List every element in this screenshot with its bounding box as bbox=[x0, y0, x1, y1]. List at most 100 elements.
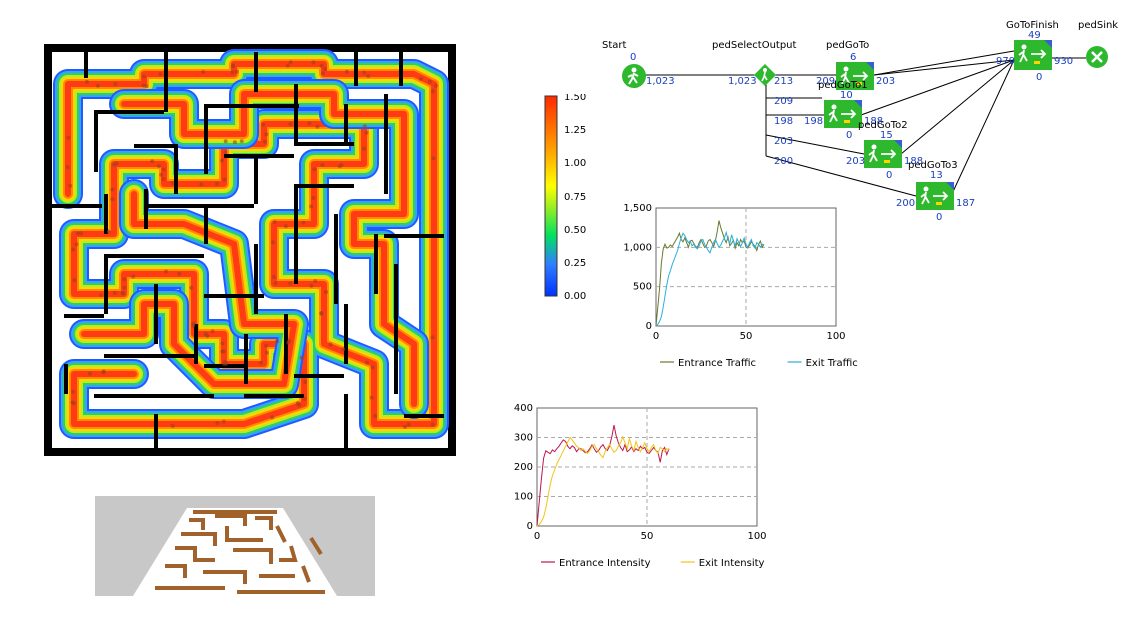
pedestrian-dot bbox=[320, 71, 325, 76]
pedestrian-dot bbox=[264, 350, 269, 355]
pedestrian-dot bbox=[365, 360, 369, 365]
pedestrian-dot bbox=[323, 67, 328, 71]
pedestrian-dot bbox=[295, 401, 300, 406]
series-line-1 bbox=[655, 230, 765, 327]
pedestrian-dot bbox=[362, 146, 366, 151]
y-tick-label: 300 bbox=[514, 433, 533, 444]
x-tick-label: 50 bbox=[740, 331, 753, 342]
series-line-0 bbox=[655, 220, 765, 327]
colorbar-tick-label: 1.00 bbox=[564, 158, 586, 169]
pedestrian-dot bbox=[362, 124, 367, 129]
pedestrian-dot bbox=[319, 311, 324, 316]
colorbar: 1.50 1.25 1.00 0.75 0.50 0.25 0.00 bbox=[544, 92, 604, 302]
pedestrian-dot bbox=[223, 139, 228, 144]
colorbar-tick-label: 0.50 bbox=[564, 225, 586, 236]
maze-3d-view[interactable] bbox=[95, 496, 375, 596]
pedestrian-dot bbox=[285, 63, 290, 68]
block-label-sink: pedSink bbox=[1078, 20, 1119, 31]
goto3-block[interactable] bbox=[916, 182, 954, 210]
pedestrian-dot bbox=[288, 281, 293, 286]
pedestrian-dot bbox=[270, 415, 275, 420]
block-count: 1,023 bbox=[646, 76, 675, 87]
goto-finish-block[interactable] bbox=[1014, 40, 1052, 70]
pedestrian-dot bbox=[312, 167, 317, 172]
legend-label: Exit Intensity bbox=[699, 558, 765, 569]
walk-arrow-icon bbox=[828, 100, 862, 123]
pedestrian-dot bbox=[328, 342, 333, 347]
pedestrian-dot bbox=[430, 89, 435, 94]
pedestrian-dot bbox=[234, 69, 239, 74]
y-tick-label: 1,500 bbox=[623, 203, 652, 214]
block-count: 203 bbox=[774, 136, 794, 147]
pedestrian-dot bbox=[161, 167, 166, 172]
pedestrian-dot bbox=[201, 70, 206, 74]
start-block[interactable] bbox=[622, 64, 646, 88]
block-label-goto1: pedGoTo1 bbox=[818, 80, 868, 91]
goto-block[interactable] bbox=[836, 62, 874, 90]
pedestrian-dot bbox=[311, 195, 316, 200]
pedestrian-dot bbox=[271, 240, 275, 245]
pedestrian-dot bbox=[112, 162, 117, 167]
pedestrian-dot bbox=[261, 122, 266, 127]
y-tick-label: 200 bbox=[514, 462, 533, 473]
pedestrian-dot bbox=[199, 182, 204, 187]
pedestrian-dot bbox=[431, 156, 436, 161]
pedestrian-dot bbox=[71, 389, 76, 394]
pedestrian-dot bbox=[231, 63, 236, 68]
y-tick-label: 100 bbox=[514, 492, 533, 503]
pedestrian-dot bbox=[315, 124, 320, 129]
pedestrian-dot bbox=[341, 347, 346, 352]
density-heatmap bbox=[44, 44, 456, 456]
goto1-block[interactable] bbox=[824, 100, 862, 128]
block-count: 200 bbox=[774, 156, 794, 167]
close-x-icon bbox=[1091, 51, 1103, 63]
pedestrian-dot bbox=[71, 247, 76, 252]
pedestrian-dot bbox=[264, 343, 269, 348]
pedestrian-dot bbox=[79, 231, 84, 236]
pedestrian-dot bbox=[271, 274, 276, 279]
series-line-0 bbox=[536, 425, 670, 527]
block-count: 0 bbox=[1036, 72, 1043, 83]
sink-block[interactable] bbox=[1086, 46, 1108, 68]
block-label-goto: pedGoTo bbox=[826, 40, 870, 51]
block-count: 979 bbox=[996, 56, 1016, 67]
x-tick-label: 100 bbox=[747, 531, 766, 542]
series-line-1 bbox=[536, 435, 670, 527]
pedestrian-dot bbox=[84, 79, 89, 84]
goto2-block[interactable] bbox=[864, 140, 902, 168]
pedestrian-dot bbox=[72, 278, 77, 283]
block-count: 930 bbox=[1054, 56, 1074, 67]
block-count: 209 bbox=[774, 96, 794, 107]
block-count: 188 bbox=[864, 116, 884, 127]
x-tick-label: 0 bbox=[534, 531, 540, 542]
block-count: 187 bbox=[956, 198, 976, 209]
pedestrian-dot bbox=[221, 419, 226, 424]
block-count: 198 bbox=[774, 116, 794, 127]
pedestrian-dot bbox=[95, 83, 100, 88]
pedestrian-dot bbox=[110, 197, 115, 202]
pedestrian-dot bbox=[220, 158, 225, 163]
pedestrian-dot bbox=[337, 164, 342, 169]
flowchart-connectors bbox=[636, 50, 1086, 197]
block-label-start: Start bbox=[602, 40, 627, 51]
density-heatmap-canvas bbox=[44, 44, 456, 456]
maze-walls bbox=[52, 52, 444, 448]
block-count: 0 bbox=[886, 170, 893, 181]
pedestrian-dot bbox=[320, 163, 325, 167]
block-count: 15 bbox=[880, 130, 893, 141]
pedestrian-dot bbox=[99, 293, 104, 298]
pedestrian-dot bbox=[224, 361, 229, 366]
pedestrian-dot bbox=[157, 164, 161, 169]
colorbar-gradient bbox=[544, 95, 558, 297]
pedestrian-dot bbox=[369, 395, 374, 400]
block-count: 200 bbox=[896, 198, 916, 209]
block-count: 203 bbox=[846, 156, 866, 167]
block-count: 10 bbox=[840, 90, 853, 101]
pedestrian-dot bbox=[344, 69, 349, 74]
maze-3d-canvas bbox=[133, 508, 337, 596]
block-count: 0 bbox=[936, 212, 943, 223]
pedestrian-dot bbox=[288, 60, 293, 65]
pedestrian-dot bbox=[121, 291, 126, 296]
select-output-block[interactable] bbox=[754, 64, 776, 86]
pedestrian-dot bbox=[122, 277, 127, 282]
